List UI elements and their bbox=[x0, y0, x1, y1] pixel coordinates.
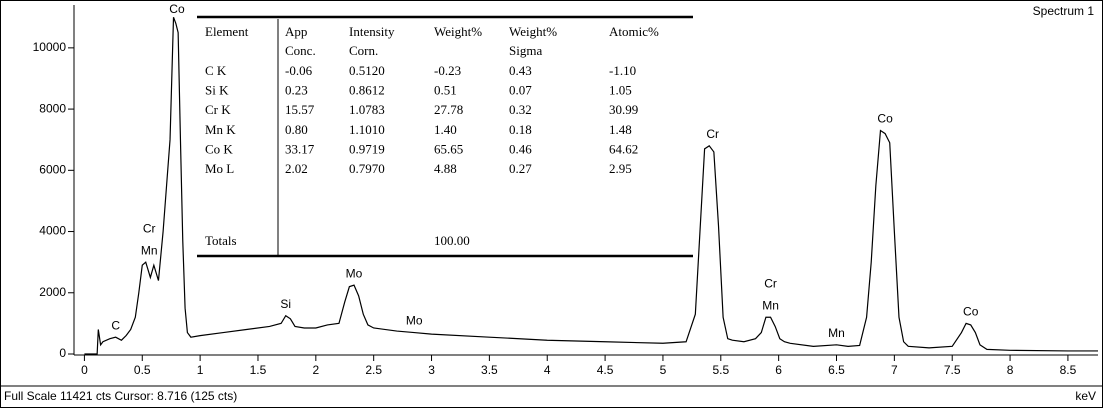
peak-label: Co bbox=[963, 305, 979, 319]
table-cell: Mo L bbox=[205, 161, 234, 176]
x-tick-label: 2 bbox=[312, 363, 319, 377]
x-tick-label: 8.5 bbox=[1060, 363, 1077, 377]
x-tick-label: 6 bbox=[775, 363, 782, 377]
peak-label: Cr bbox=[143, 221, 156, 235]
table-cell: 0.18 bbox=[509, 122, 532, 137]
table-header: Weight% bbox=[509, 24, 557, 39]
table-totals-label: Totals bbox=[205, 233, 237, 248]
chart-title: Spectrum 1 bbox=[1033, 4, 1095, 18]
table-cell: 27.78 bbox=[434, 102, 463, 117]
table-header: Element bbox=[205, 24, 249, 39]
peak-label: C bbox=[111, 318, 120, 332]
table-cell: 0.27 bbox=[509, 161, 532, 176]
table-cell: 4.88 bbox=[434, 161, 457, 176]
table-cell: 65.65 bbox=[434, 141, 463, 156]
table-cell: -1.10 bbox=[609, 63, 636, 78]
x-axis-label: keV bbox=[1075, 389, 1096, 403]
table-cell: 33.17 bbox=[285, 141, 315, 156]
peak-label: Cr bbox=[706, 127, 719, 141]
table-header: Intensity bbox=[349, 24, 395, 39]
table-cell: 0.5120 bbox=[349, 63, 385, 78]
spectrum-line bbox=[84, 17, 1098, 355]
table-cell: 0.51 bbox=[434, 83, 457, 98]
table-header: Sigma bbox=[509, 43, 542, 58]
table-cell: 0.07 bbox=[509, 83, 532, 98]
table-cell: 30.99 bbox=[609, 102, 638, 117]
x-tick-label: 5.5 bbox=[712, 363, 729, 377]
x-tick-label: 3 bbox=[428, 363, 435, 377]
x-tick-label: 8 bbox=[1007, 363, 1014, 377]
table-cell: 1.40 bbox=[434, 122, 457, 137]
x-tick-label: 1.5 bbox=[250, 363, 267, 377]
table-cell: -0.06 bbox=[285, 63, 313, 78]
table-cell: 64.62 bbox=[609, 141, 638, 156]
table-header: Atomic% bbox=[609, 24, 659, 39]
x-tick-label: 0 bbox=[81, 363, 88, 377]
x-tick-label: 6.5 bbox=[828, 363, 845, 377]
table-cell: Si K bbox=[205, 83, 229, 98]
x-tick-label: 4.5 bbox=[597, 363, 614, 377]
peak-label: Mn bbox=[141, 243, 158, 257]
x-tick-label: 1 bbox=[197, 363, 204, 377]
table-header: Weight% bbox=[434, 24, 482, 39]
table-cell: 2.02 bbox=[285, 161, 308, 176]
y-tick-label: 8000 bbox=[39, 101, 66, 115]
table-cell: 0.32 bbox=[509, 102, 532, 117]
peak-label: Si bbox=[280, 297, 291, 311]
peak-label: Mn bbox=[828, 326, 845, 340]
table-cell: 0.7970 bbox=[349, 161, 385, 176]
table-cell: 15.57 bbox=[285, 102, 315, 117]
table-header: App bbox=[285, 24, 307, 39]
x-tick-label: 7 bbox=[891, 363, 898, 377]
footer-text: Full Scale 11421 cts Cursor: 8.716 (125 … bbox=[4, 389, 237, 403]
table-totals-value: 100.00 bbox=[434, 233, 470, 248]
table-cell: 2.95 bbox=[609, 161, 632, 176]
table-cell: Mn K bbox=[205, 122, 236, 137]
table-cell: 0.80 bbox=[285, 122, 308, 137]
x-tick-label: 7.5 bbox=[944, 363, 961, 377]
table-header: Conc. bbox=[285, 43, 316, 58]
peak-label: Mo bbox=[346, 266, 363, 280]
table-cell: 1.0783 bbox=[349, 102, 385, 117]
peak-label: Co bbox=[169, 2, 185, 16]
x-tick-label: 0.5 bbox=[134, 363, 151, 377]
table-header: Corn. bbox=[349, 43, 378, 58]
x-tick-label: 5 bbox=[660, 363, 667, 377]
table-cell: 1.48 bbox=[609, 122, 632, 137]
y-tick-label: 4000 bbox=[39, 224, 66, 238]
peak-label: Mo bbox=[406, 314, 423, 328]
y-tick-label: 10000 bbox=[33, 40, 67, 54]
table-cell: 1.1010 bbox=[349, 122, 385, 137]
x-tick-label: 2.5 bbox=[365, 363, 382, 377]
table-cell: 0.9719 bbox=[349, 141, 385, 156]
peak-label: Mn bbox=[762, 298, 779, 312]
table-cell: 0.43 bbox=[509, 63, 532, 78]
peak-label: Co bbox=[877, 112, 893, 126]
y-tick-label: 2000 bbox=[39, 285, 66, 299]
table-cell: C K bbox=[205, 63, 227, 78]
y-tick-label: 0 bbox=[59, 346, 66, 360]
table-cell: -0.23 bbox=[434, 63, 461, 78]
table-cell: Cr K bbox=[205, 102, 231, 117]
x-tick-label: 3.5 bbox=[481, 363, 498, 377]
table-cell: 1.05 bbox=[609, 83, 632, 98]
table-cell: 0.46 bbox=[509, 141, 532, 156]
table-cell: 0.8612 bbox=[349, 83, 385, 98]
peak-label: Cr bbox=[764, 276, 777, 290]
table-cell: Co K bbox=[205, 141, 233, 156]
x-tick-label: 4 bbox=[544, 363, 551, 377]
y-tick-label: 6000 bbox=[39, 162, 66, 176]
table-cell: 0.23 bbox=[285, 83, 308, 98]
